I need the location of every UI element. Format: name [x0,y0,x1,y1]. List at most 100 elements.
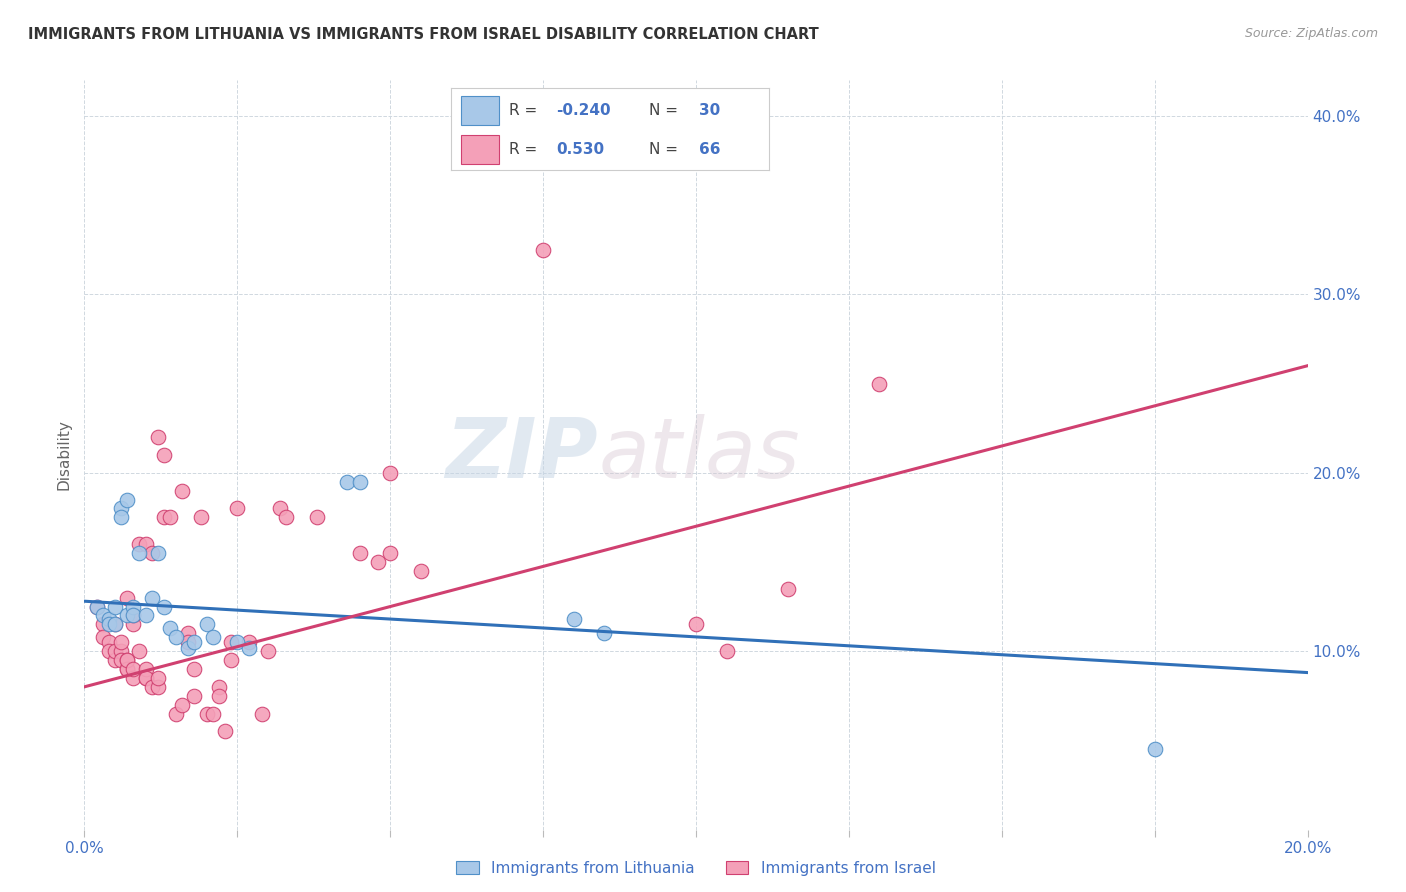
Point [183,635,205,649]
Point [91,608,114,623]
Point [195,706,218,721]
Point [135,608,157,623]
Point [238,640,260,655]
Point [97,635,120,649]
Point [97,612,120,626]
Point [159,510,181,524]
Point [141,546,163,560]
Point [122,608,145,623]
Point [128,546,150,560]
Point [190,510,212,524]
Point [135,671,157,685]
Point [97,644,120,658]
Point [146,546,169,560]
Point [201,630,224,644]
Point [135,537,157,551]
Point [165,706,187,721]
Point [177,626,200,640]
Point [336,475,359,489]
Point [86,599,108,614]
Point [122,608,145,623]
Point [238,635,260,649]
Point [104,653,127,667]
Point [562,612,585,626]
Point [135,662,157,676]
Point [226,635,249,649]
Text: Source: ZipAtlas.com: Source: ZipAtlas.com [1244,27,1378,40]
Point [122,671,145,685]
Point [269,501,291,516]
Point [110,644,132,658]
Point [128,644,150,658]
Point [257,644,280,658]
Point [531,243,554,257]
Point [110,510,132,524]
Point [146,680,169,694]
Point [716,644,738,658]
Point [122,617,145,632]
Point [367,555,389,569]
Point [380,546,402,560]
Point [219,653,242,667]
Point [104,617,127,632]
Point [1143,742,1166,756]
Point [165,630,187,644]
Point [91,617,114,632]
Point [104,599,127,614]
Point [172,483,194,498]
Point [183,689,205,703]
Text: atlas: atlas [598,415,800,495]
Legend: Immigrants from Lithuania, Immigrants from Israel: Immigrants from Lithuania, Immigrants fr… [450,855,942,882]
Point [146,671,169,685]
Point [135,671,157,685]
Point [305,510,328,524]
Point [141,680,163,694]
Point [593,626,616,640]
Point [208,689,231,703]
Point [91,630,114,644]
Point [146,430,169,444]
Point [97,617,120,632]
Point [110,501,132,516]
Point [250,706,273,721]
Point [177,635,200,649]
Point [219,635,242,649]
Point [115,608,138,623]
Point [409,564,432,578]
Point [776,582,799,596]
Point [685,617,707,632]
Point [349,475,371,489]
Point [183,662,205,676]
Point [104,644,127,658]
Point [115,653,138,667]
Point [115,662,138,676]
Point [128,537,150,551]
Point [153,599,176,614]
Point [380,466,402,480]
Point [276,510,298,524]
Point [122,662,145,676]
Point [349,546,371,560]
Point [159,621,181,635]
Point [115,653,138,667]
Point [104,617,127,632]
Point [122,599,145,614]
Point [115,492,138,507]
Point [214,724,236,739]
Point [208,680,231,694]
Point [195,617,218,632]
Text: ZIP: ZIP [446,415,598,495]
Point [86,599,108,614]
Point [869,376,891,391]
Point [226,501,249,516]
Point [177,640,200,655]
Point [141,591,163,605]
Point [110,635,132,649]
Point [110,653,132,667]
Point [153,510,176,524]
Point [115,591,138,605]
Point [153,448,176,462]
Point [201,706,224,721]
Point [115,662,138,676]
Text: IMMIGRANTS FROM LITHUANIA VS IMMIGRANTS FROM ISRAEL DISABILITY CORRELATION CHART: IMMIGRANTS FROM LITHUANIA VS IMMIGRANTS … [28,27,818,42]
